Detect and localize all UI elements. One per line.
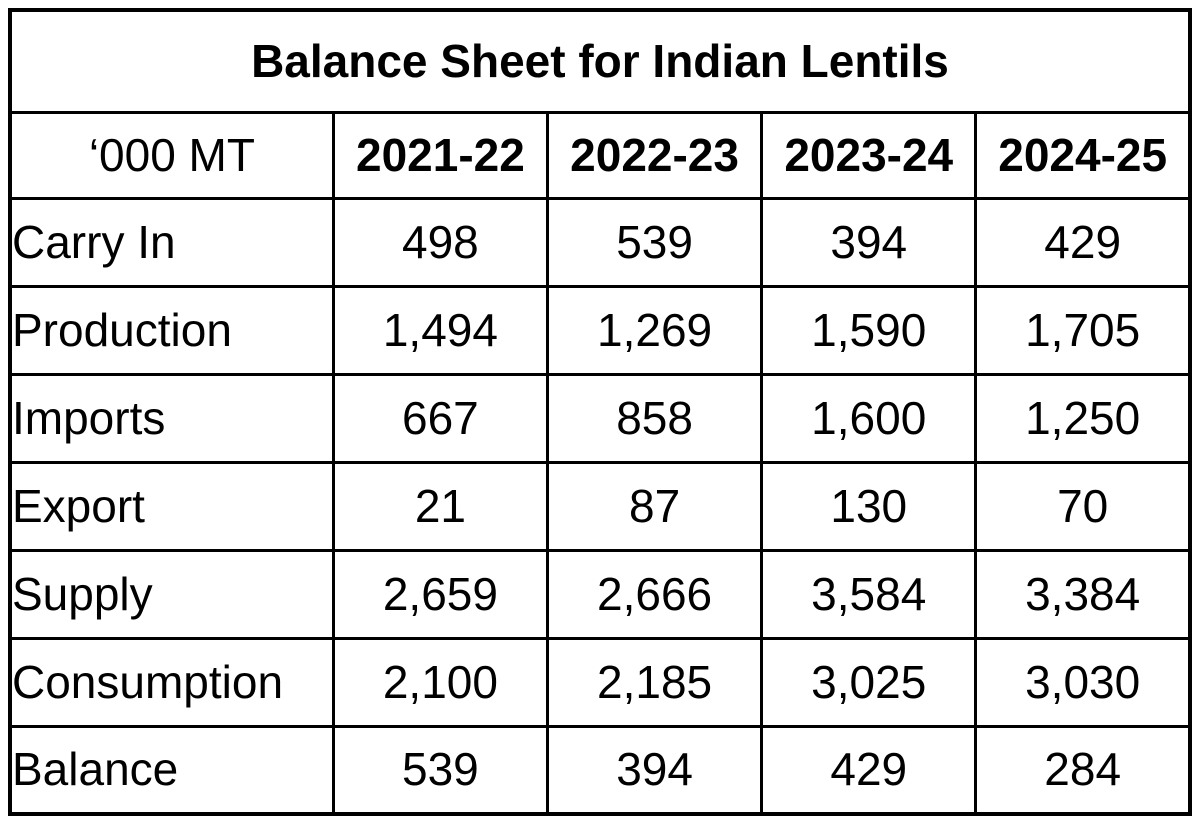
value-cell: 130 [760,460,978,552]
table-row: Export 21 87 130 70 [8,460,1192,552]
row-label: Carry In [8,196,335,288]
row-label: Imports [8,372,335,464]
value-cell: 70 [974,460,1192,552]
value-cell: 539 [331,724,549,816]
value-cell: 1,269 [545,284,764,376]
column-header-year: 2022-23 [545,110,764,200]
table-row: Consumption 2,100 2,185 3,025 3,030 [8,636,1192,728]
value-cell: 1,590 [760,284,978,376]
column-header-row: ‘000 MT 2021-22 2022-23 2023-24 2024-25 [8,110,1192,200]
title-row: Balance Sheet for Indian Lentils [8,8,1192,114]
value-cell: 3,030 [974,636,1192,728]
unit-label: ‘000 MT [8,110,335,200]
value-cell: 2,659 [331,548,549,640]
table-row: Production 1,494 1,269 1,590 1,705 [8,284,1192,376]
value-cell: 2,185 [545,636,764,728]
value-cell: 87 [545,460,764,552]
table-row: Imports 667 858 1,600 1,250 [8,372,1192,464]
column-header-year: 2021-22 [331,110,549,200]
value-cell: 3,384 [974,548,1192,640]
balance-sheet-table: Balance Sheet for Indian Lentils ‘000 MT… [8,8,1192,816]
row-label: Production [8,284,335,376]
value-cell: 667 [331,372,549,464]
table-row: Carry In 498 539 394 429 [8,196,1192,288]
value-cell: 1,705 [974,284,1192,376]
table-row: Supply 2,659 2,666 3,584 3,384 [8,548,1192,640]
value-cell: 3,584 [760,548,978,640]
value-cell: 858 [545,372,764,464]
value-cell: 21 [331,460,549,552]
value-cell: 498 [331,196,549,288]
table-row: Balance 539 394 429 284 [8,724,1192,816]
value-cell: 2,666 [545,548,764,640]
row-label: Balance [8,724,335,816]
value-cell: 539 [545,196,764,288]
value-cell: 1,250 [974,372,1192,464]
column-header-year: 2024-25 [974,110,1192,200]
row-label: Supply [8,548,335,640]
value-cell: 394 [545,724,764,816]
table-title: Balance Sheet for Indian Lentils [8,8,1192,114]
value-cell: 429 [760,724,978,816]
row-label: Consumption [8,636,335,728]
value-cell: 3,025 [760,636,978,728]
value-cell: 394 [760,196,978,288]
row-label: Export [8,460,335,552]
value-cell: 284 [974,724,1192,816]
value-cell: 429 [974,196,1192,288]
column-header-year: 2023-24 [760,110,978,200]
value-cell: 1,600 [760,372,978,464]
value-cell: 2,100 [331,636,549,728]
value-cell: 1,494 [331,284,549,376]
